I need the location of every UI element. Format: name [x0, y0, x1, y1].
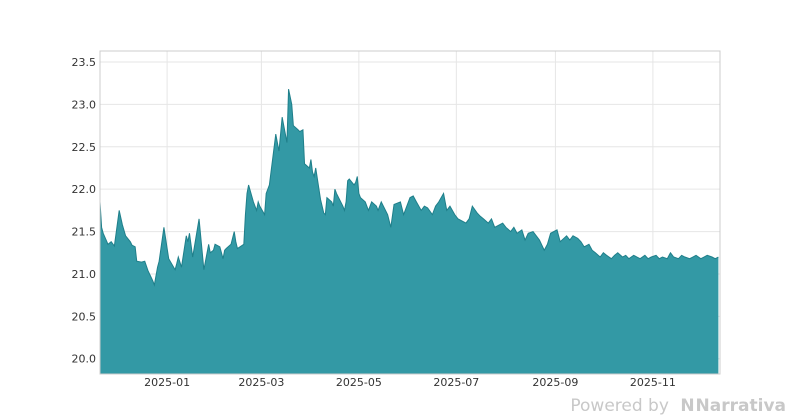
x-axis: 2025-01 2025-03 2025-05 2025-07 2025-09 2025-…	[144, 376, 676, 389]
x-tick-label: 2025-01	[144, 376, 190, 389]
brand-name: Narrativa	[695, 396, 786, 416]
y-tick-label: 20.0	[72, 353, 97, 366]
y-tick-label: 23.5	[72, 56, 97, 69]
x-tick-label: 2025-11	[630, 376, 676, 389]
powered-by-label: Powered by	[570, 396, 669, 416]
y-tick-label: 22.0	[72, 183, 97, 196]
plot-frame	[99, 50, 721, 375]
y-tick-label: 22.5	[72, 141, 97, 154]
x-tick-label: 2025-07	[433, 376, 479, 389]
narrativa-n-icon: N	[680, 396, 695, 416]
y-tick-label: 20.5	[72, 310, 97, 323]
x-tick-label: 2025-03	[238, 376, 284, 389]
y-axis: 20.0 20.5 21.0 21.5 22.0 22.5 23.0 23.5	[72, 56, 97, 366]
y-tick-label: 21.5	[72, 226, 97, 239]
x-tick-label: 2025-09	[532, 376, 578, 389]
series-line	[99, 89, 719, 287]
area-series	[99, 89, 719, 375]
powered-by-footer: Powered by NNarrativa	[570, 396, 786, 416]
y-tick-label: 23.0	[72, 98, 97, 111]
y-tick-label: 21.0	[72, 268, 97, 281]
area-fill	[100, 89, 719, 375]
x-tick-label: 2025-05	[336, 376, 382, 389]
